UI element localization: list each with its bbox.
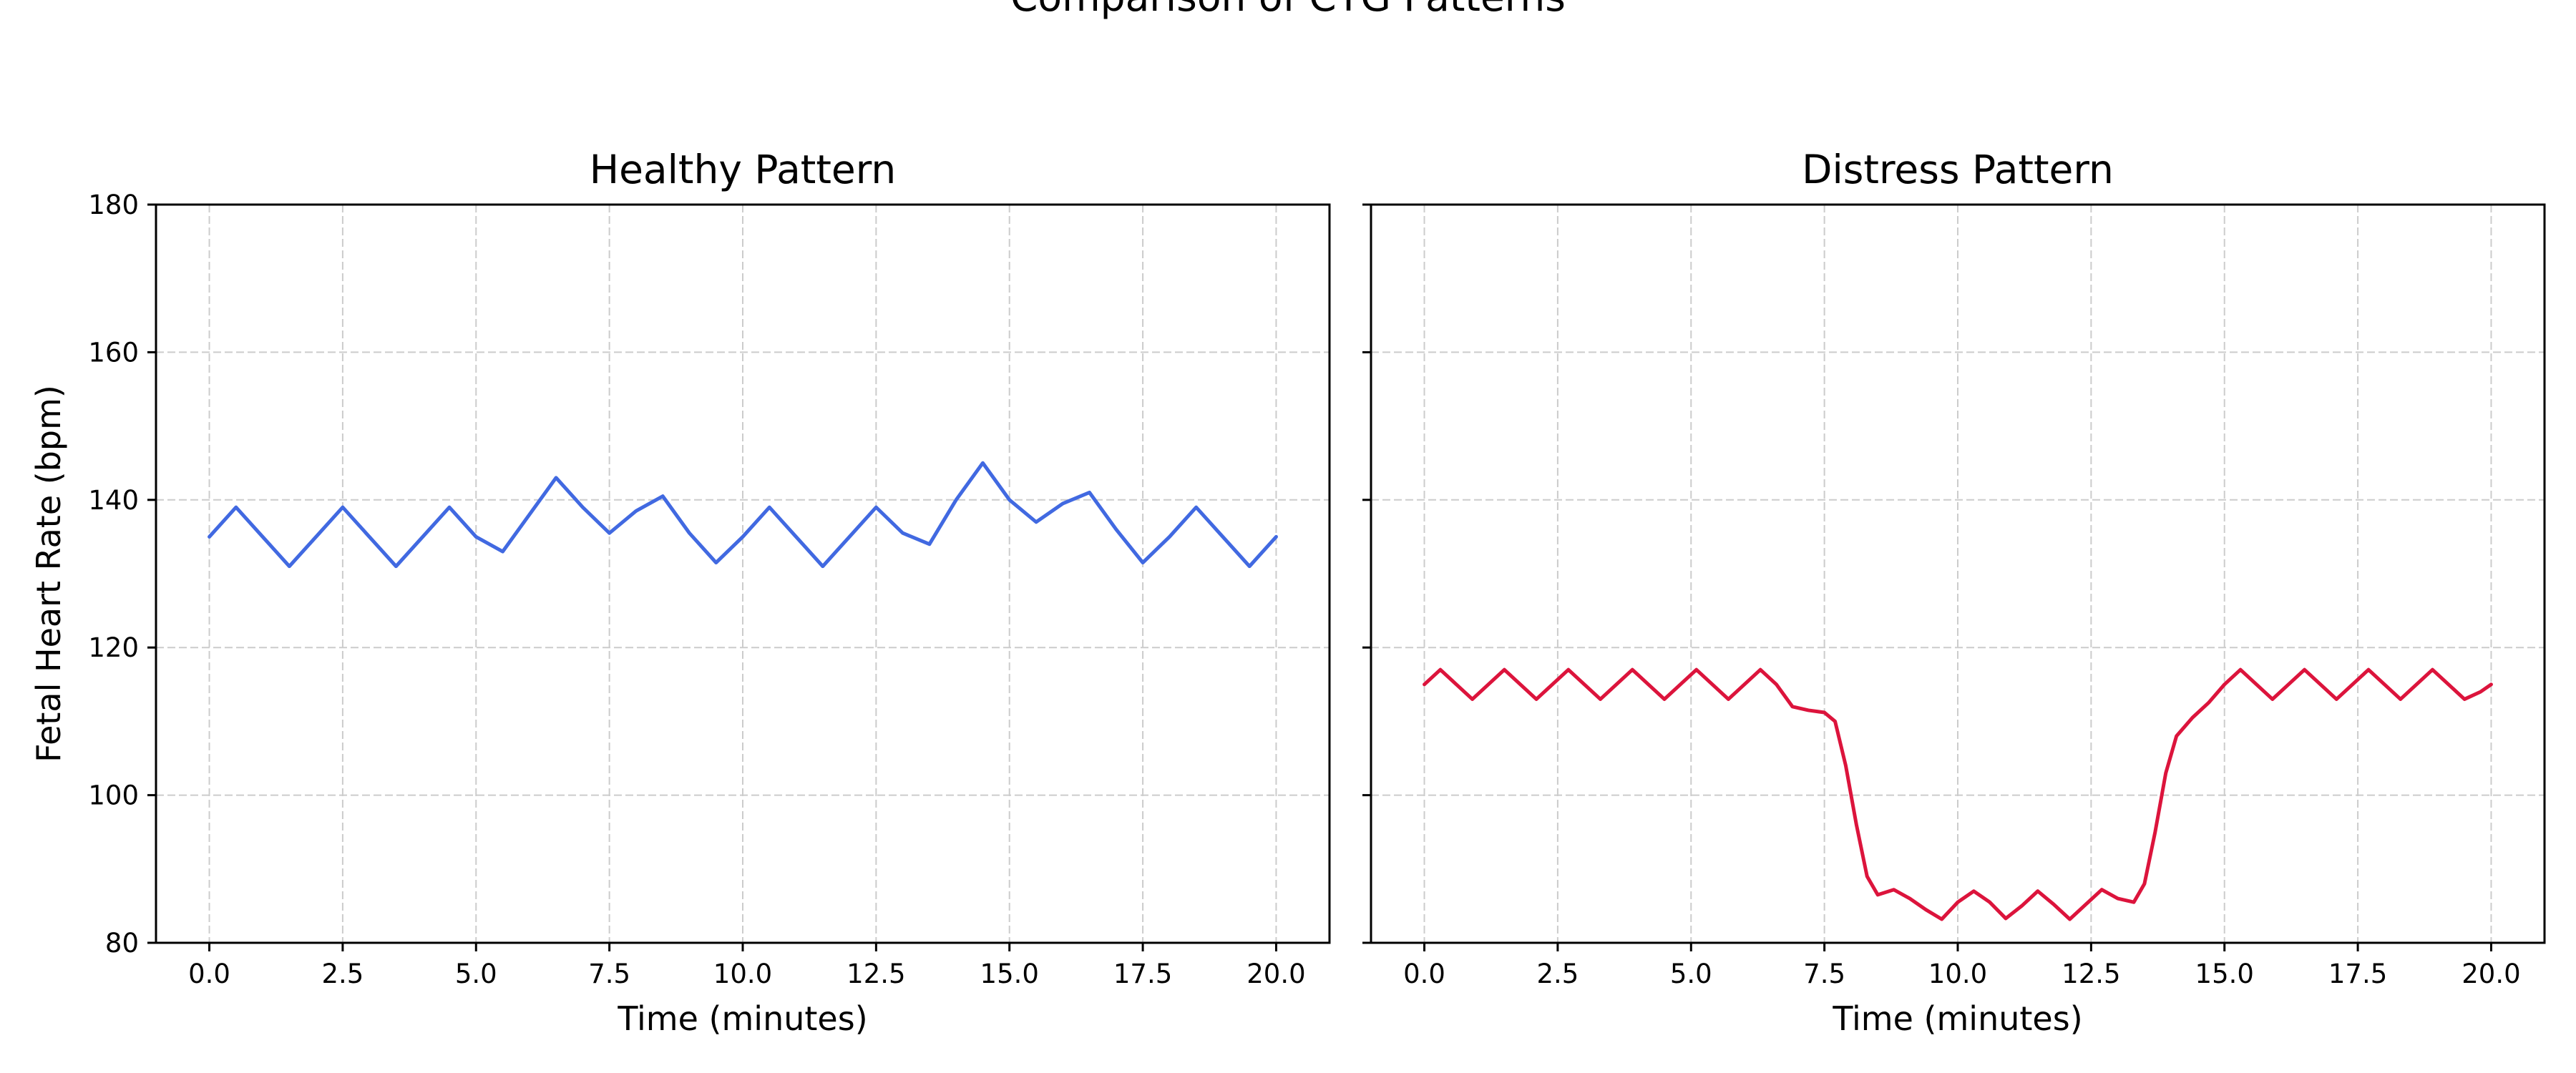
x-tick-label: 10.0 [713, 959, 772, 989]
x-tick-label: 17.5 [2328, 959, 2387, 989]
y-tick-label: 160 [88, 337, 139, 368]
x-tick-label: 2.5 [1536, 959, 1579, 989]
x-tick-label: 15.0 [980, 959, 1039, 989]
y-tick-label: 180 [88, 190, 139, 220]
x-tick-label: 0.0 [1403, 959, 1445, 989]
x-tick-label: 20.0 [1246, 959, 1305, 989]
figure-suptitle: Comparison of CTG Patterns [1010, 0, 1566, 20]
x-axis-label: Time (minutes) [1832, 999, 2082, 1038]
x-tick-label: 5.0 [1670, 959, 1712, 989]
y-tick-label: 120 [88, 632, 139, 663]
subplot-2: 0.0 2.5 5.0 7.5 10.0 12.5 15.0 17.5 20.0 Distress… [1362, 147, 2546, 1038]
x-tick-label: 10.0 [1928, 959, 1987, 989]
y-tick-label: 80 [105, 928, 139, 959]
x-tick-label: 5.0 [455, 959, 497, 989]
subplot-title: Distress Pattern [1802, 147, 2114, 192]
x-tick-label: 17.5 [1113, 959, 1172, 989]
x-tick-label: 7.5 [588, 959, 630, 989]
y-tick-label: 140 [88, 485, 139, 516]
series-line [208, 461, 1278, 569]
x-tick-label: 0.0 [188, 959, 230, 989]
x-axis-label: Time (minutes) [617, 999, 867, 1038]
x-tick-label: 15.0 [2195, 959, 2254, 989]
x-tick-label: 12.5 [2062, 959, 2120, 989]
subplot-title: Healthy Pattern [590, 147, 897, 192]
subplot-1: 0.0 2.5 5.0 7.5 10.0 12.5 15.0 17.5 20.0 80 100 120… [29, 147, 1331, 1038]
x-tick-label: 12.5 [847, 959, 905, 989]
y-tick-label: 100 [88, 780, 139, 811]
x-tick-label: 2.5 [321, 959, 364, 989]
x-tick-label: 7.5 [1803, 959, 1845, 989]
subplots: 0.0 2.5 5.0 7.5 10.0 12.5 15.0 17.5 20.0 80 100 120… [29, 147, 2546, 1038]
x-tick-label: 20.0 [2462, 959, 2520, 989]
y-axis-label: Fetal Heart Rate (bpm) [29, 385, 68, 763]
series-line [1423, 667, 2493, 921]
